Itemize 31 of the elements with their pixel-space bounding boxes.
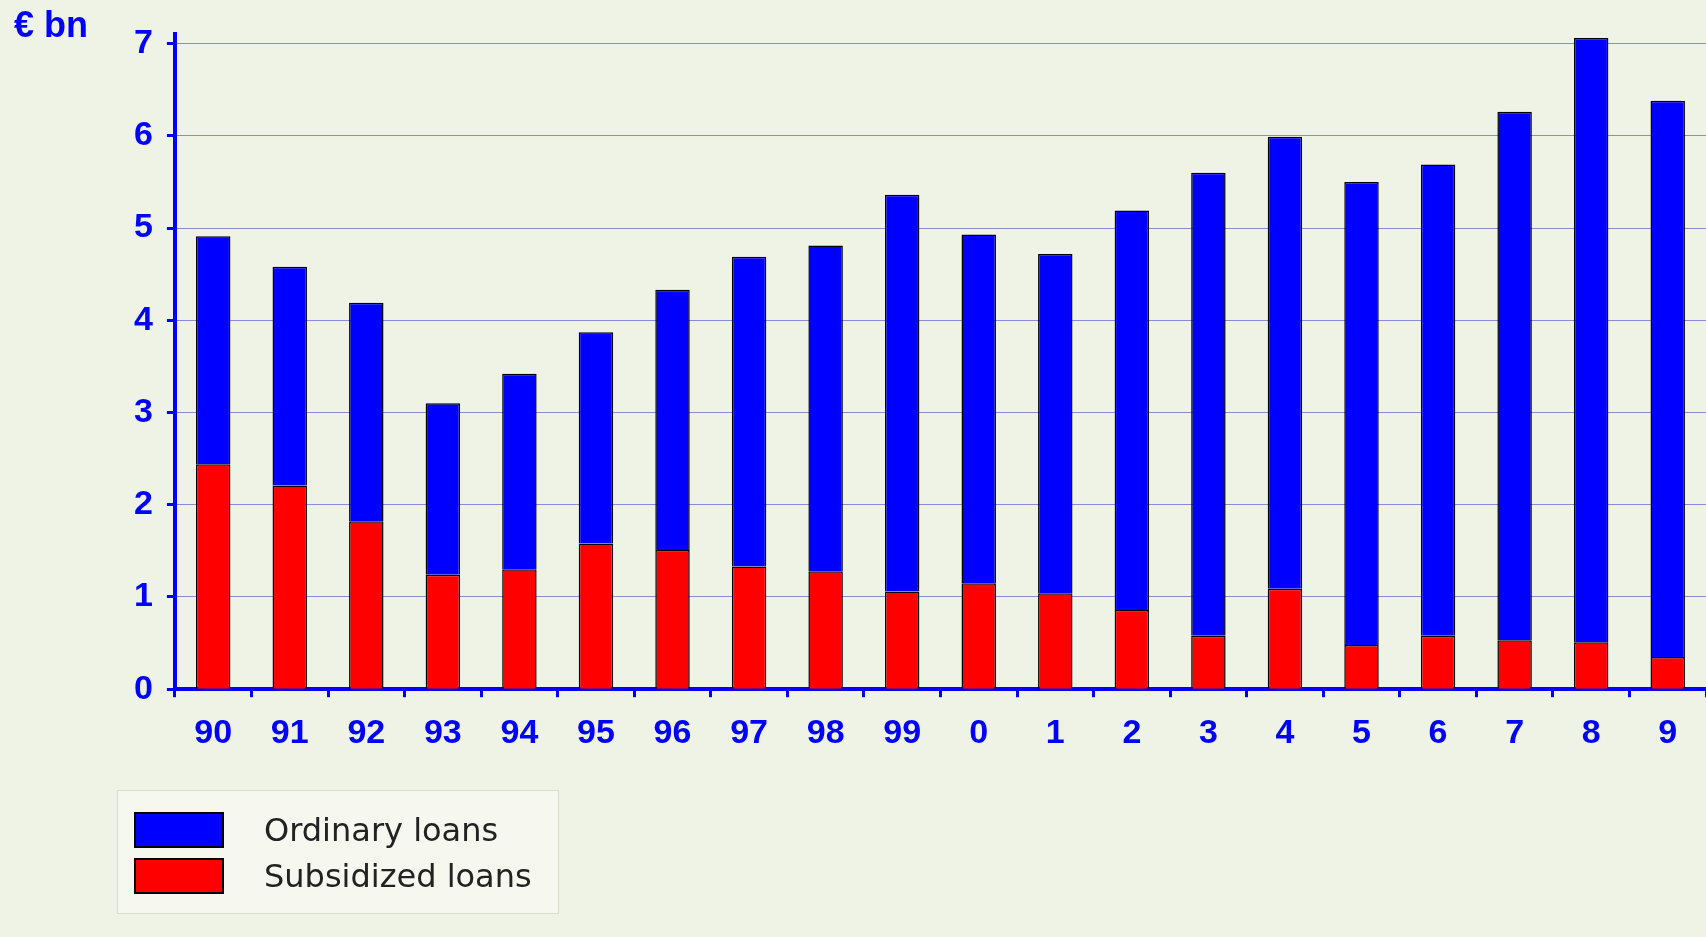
- x-tick-label: 1: [1045, 711, 1065, 750]
- x-tick-label: 95: [577, 711, 615, 750]
- x-tick-label: 96: [653, 711, 692, 750]
- x-tick-label: 92: [347, 711, 386, 750]
- x-tick-label: 9: [1658, 711, 1678, 750]
- y-tick-label: 2: [133, 483, 153, 522]
- x-tick-label: 91: [270, 711, 309, 750]
- y-tick-label: 4: [133, 298, 153, 337]
- y-axis-title: € bn: [14, 4, 89, 46]
- x-tick-label: 0: [969, 711, 989, 750]
- legend-label: Ordinary loans: [264, 811, 499, 849]
- x-tick-label: 4: [1275, 711, 1295, 750]
- x-tick-label: 5: [1352, 711, 1371, 750]
- x-tick-label: 90: [194, 711, 233, 750]
- legend-label: Subsidized loans: [264, 857, 532, 895]
- y-tick-label: 0: [133, 667, 153, 706]
- x-tick-label: 3: [1198, 711, 1218, 750]
- x-tick-label: 2: [1122, 711, 1142, 750]
- y-tick-label: 1: [133, 575, 153, 614]
- y-tick-label: 3: [133, 390, 153, 429]
- x-tick-label: 94: [500, 711, 539, 750]
- x-tick-label: 6: [1428, 711, 1448, 750]
- x-tick-label: 97: [730, 711, 768, 750]
- y-tick-label: 5: [133, 206, 153, 245]
- y-tick-label: 6: [133, 114, 153, 153]
- x-tick-label: 7: [1505, 711, 1525, 750]
- x-tick-label: 99: [883, 711, 922, 750]
- x-tick-label: 8: [1581, 711, 1601, 750]
- x-tick-label: 93: [423, 711, 462, 750]
- x-tick-label: 98: [806, 711, 845, 750]
- y-tick-label: 7: [133, 22, 153, 60]
